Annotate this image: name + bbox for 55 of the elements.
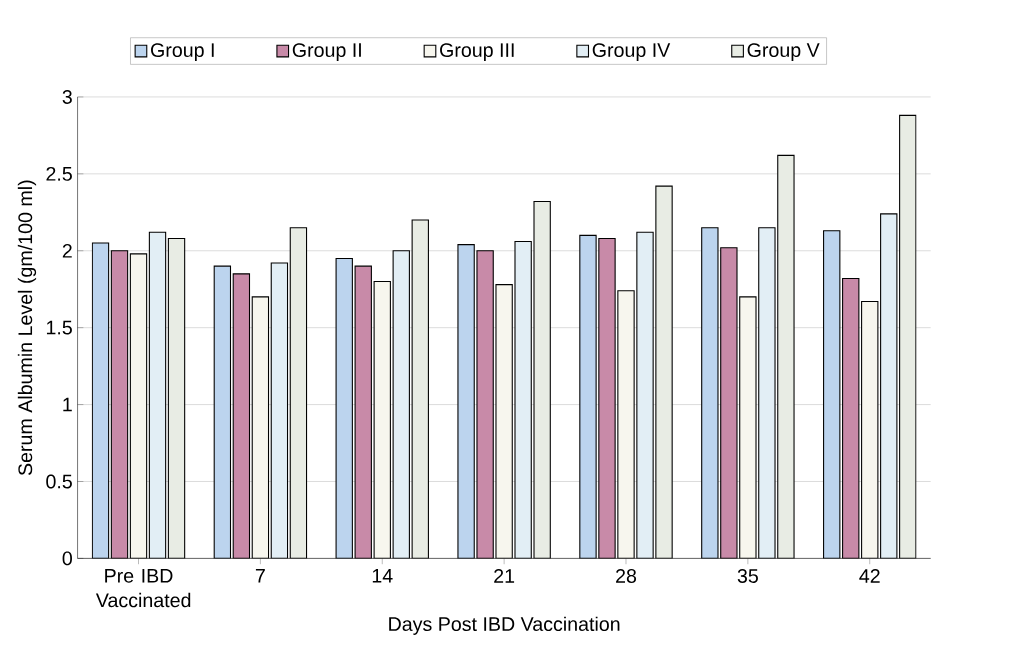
- bar: [636, 231, 654, 559]
- bar: [777, 155, 795, 559]
- y-tick-label: 3: [62, 90, 72, 105]
- bar: [739, 296, 757, 559]
- bar: [899, 115, 917, 559]
- legend-label: Group IV: [592, 43, 671, 62]
- bar: [476, 250, 494, 559]
- x-axis-title: Days Post IBD Vaccination: [389, 616, 620, 636]
- y-tick-label: 2.5: [46, 167, 72, 182]
- bar: [392, 250, 410, 559]
- bar: [411, 219, 429, 559]
- bar: [270, 262, 289, 559]
- bar: [110, 250, 129, 559]
- bar: [495, 284, 513, 559]
- legend-label: Group I: [151, 43, 214, 62]
- x-tick-label: 14: [372, 569, 393, 583]
- bar: [842, 278, 860, 559]
- bar: [354, 265, 372, 559]
- y-tick-label: 0.5: [46, 474, 72, 489]
- legend-label: Group V: [747, 43, 820, 62]
- bar: [758, 227, 776, 559]
- bar: [701, 227, 719, 559]
- legend-label: Group III: [440, 43, 514, 62]
- bar: [167, 238, 186, 559]
- y-tick-label: 2: [62, 244, 72, 258]
- bar: [91, 242, 110, 559]
- bar: [373, 281, 391, 559]
- bar: [655, 185, 673, 559]
- bar: [880, 213, 898, 559]
- y-tick-label: 1: [63, 398, 72, 412]
- bar: [232, 273, 251, 559]
- bar: [129, 253, 148, 559]
- x-tick-label: 42: [859, 569, 880, 583]
- bar: [579, 235, 597, 559]
- x-tick-label: 7: [255, 569, 265, 583]
- y-tick-label: 0: [62, 551, 72, 566]
- bar: [213, 265, 232, 559]
- bar: [720, 247, 738, 559]
- x-tick-label: 28: [616, 569, 637, 584]
- bar: [823, 230, 841, 559]
- x-tick-label: 35: [737, 569, 758, 584]
- x-tick-label: 21: [494, 569, 515, 583]
- legend-label: Group II: [292, 43, 361, 62]
- bar: [514, 241, 532, 559]
- y-tick-label: 1.5: [46, 321, 72, 335]
- y-axis-title: Serum Albumin Level (gm/100 ml): [17, 180, 37, 476]
- bar: [289, 227, 308, 559]
- bar: [533, 201, 551, 559]
- x-tick-label: Pre IBD Vaccinated: [95, 569, 191, 608]
- bar: [457, 244, 475, 559]
- bar: [251, 296, 270, 559]
- bar: [335, 258, 353, 559]
- bar: [148, 231, 167, 559]
- bar: [598, 238, 616, 559]
- bar: [861, 301, 879, 559]
